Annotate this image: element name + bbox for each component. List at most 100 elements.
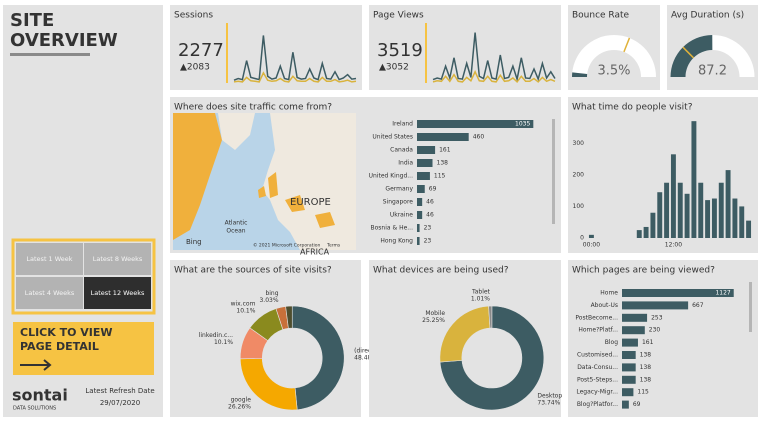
pie-value: 3.03% [259, 297, 278, 304]
gauge-fill [572, 72, 588, 77]
pie-value: 48.48% [354, 355, 377, 362]
scrollbar [749, 282, 752, 332]
pie-label: (direct) [354, 348, 376, 355]
filter-button-label[interactable]: Latest 4 Weeks [25, 289, 75, 297]
map-label: © 2021 Microsoft Corporation [253, 242, 320, 249]
bar-label: Blog [605, 339, 618, 346]
column [698, 182, 704, 238]
filter-button[interactable] [84, 243, 151, 275]
gauge-track [572, 35, 656, 77]
pie-value: 1.01% [471, 296, 490, 303]
column [732, 198, 738, 238]
bar [417, 159, 433, 167]
column [677, 182, 683, 238]
bar-label: Home [600, 290, 618, 297]
panel-title: Where does site traffic come from? [174, 103, 332, 113]
map-label: AFRICA [300, 248, 330, 257]
filter-button[interactable] [16, 243, 83, 275]
bar [622, 313, 648, 322]
column [643, 226, 649, 238]
column [684, 193, 690, 238]
bar-label: Germany [385, 186, 413, 193]
bar [622, 388, 634, 397]
pie-value: 10.1% [214, 339, 233, 346]
pie-label: Mobile [425, 310, 445, 317]
bar [417, 172, 430, 180]
bar-label: Post5-Steps... [577, 376, 618, 383]
panel [369, 5, 561, 90]
map [173, 113, 356, 250]
panel-title: What time do people visit? [572, 103, 693, 113]
map-label: Atlantic [225, 220, 248, 227]
bar-label: India [398, 160, 413, 167]
column [725, 170, 731, 238]
cta-text[interactable]: CLICK TO VIEW [20, 326, 113, 339]
cta-bg[interactable] [13, 322, 154, 375]
map-land [218, 113, 255, 150]
panel-title: Which pages are being viewed? [572, 266, 715, 276]
filter-button[interactable] [84, 277, 151, 309]
bar [622, 351, 636, 359]
panel [568, 260, 758, 417]
bar-value: 253 [651, 314, 663, 321]
page-title: OVERVIEW [10, 30, 118, 51]
column [670, 154, 676, 238]
map-land [268, 172, 278, 198]
bar-label: Hong Kong [380, 238, 413, 245]
panel-title: What devices are being used? [373, 266, 509, 276]
title-underline [10, 53, 90, 56]
page-title: SITE [10, 10, 54, 31]
bar [622, 326, 645, 335]
bar [417, 120, 534, 128]
map-label: EUROPE [290, 197, 331, 208]
cta-arrow[interactable] [20, 359, 52, 371]
bar-value: 230 [649, 327, 661, 334]
pie-slice [285, 305, 293, 329]
logo-sub: DATA SOLUTIONS [13, 406, 56, 412]
bar-value: 138 [640, 364, 652, 371]
filter-button-label[interactable]: Latest 12 Weeks [91, 289, 145, 297]
bar-value: 23 [424, 225, 432, 232]
bar-value: 161 [642, 339, 654, 346]
bar-label: Canada [390, 147, 413, 154]
filter-button[interactable] [16, 277, 83, 309]
cta-text[interactable]: PAGE DETAIL [20, 340, 99, 353]
bar-value: 460 [473, 134, 485, 141]
bar-label: Legacy-Migr... [576, 389, 618, 396]
filter-button-label[interactable]: Latest 8 Weeks [93, 255, 143, 263]
sparkline [233, 71, 357, 83]
refresh-date: 29/07/2020 [100, 399, 140, 407]
kpi-change: ▲3052 [379, 63, 409, 73]
bar-value: 161 [439, 147, 451, 154]
bar [417, 237, 420, 245]
column [636, 230, 642, 238]
filter-frame [11, 238, 156, 315]
y-tick-label: 300 [573, 140, 585, 147]
bar-value: 138 [437, 160, 449, 167]
map-land [173, 113, 222, 240]
sparkline [432, 70, 556, 84]
bar [417, 211, 423, 219]
filter-button-label[interactable]: Latest 1 Week [26, 255, 72, 263]
pie-label: google [231, 397, 252, 404]
bar-label: United States [372, 134, 413, 141]
bar-label: Singapore [383, 199, 414, 206]
pie-label: bing [265, 290, 278, 297]
map-land [262, 113, 356, 250]
bar-value: 1035 [515, 121, 530, 128]
bar-label: Blog?Platfor... [577, 401, 618, 408]
panel-title: Page Views [373, 11, 424, 21]
sparkline [233, 35, 357, 81]
map-label: Bing [186, 238, 202, 246]
bar-value: 115 [434, 173, 446, 180]
gauge-value: 87.2 [698, 64, 727, 79]
pie-label: Desktop [537, 393, 562, 400]
pie-label: Tablet [471, 289, 491, 296]
cta-button[interactable]: CLICK TO VIEW PAGE DETAIL [13, 322, 154, 375]
bar-label: Bosnia & He... [371, 225, 414, 232]
bar [622, 375, 636, 384]
bar [417, 133, 469, 141]
bar [622, 289, 734, 297]
kpi-value: 2277 [178, 40, 224, 61]
x-tick-label: 12:00 [665, 242, 682, 249]
